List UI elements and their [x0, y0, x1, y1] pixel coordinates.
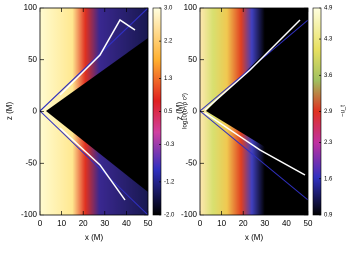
y-axis-title: z (M): [5, 102, 14, 121]
x-tick-label: 30: [100, 219, 109, 228]
colorbar-tick-label: 0.5: [164, 109, 173, 115]
x-tick-label: 30: [260, 219, 269, 228]
colorbar-tick-label: 2.9: [324, 109, 333, 115]
x-tick-label: 0: [198, 219, 203, 228]
x-tick-label: 50: [304, 219, 313, 228]
x-tick-label: 20: [79, 219, 88, 228]
x-tick-label: 10: [217, 219, 226, 228]
y-tick-label: -50: [185, 158, 197, 167]
colorbar-tick-label: 1.6: [324, 176, 333, 182]
panel-image: [39, 7, 309, 216]
y-tick-label: 50: [28, 55, 37, 64]
y-tick-label: -100: [181, 210, 198, 219]
colorbar-tick-label: 4.3: [324, 37, 333, 43]
y-axis-title: z (M): [175, 102, 184, 121]
colorbar-title: log10(b²/ρ c²): [183, 93, 189, 129]
colorbar-tick-label: -1.2: [164, 179, 175, 185]
y-tick-label: 100: [24, 3, 38, 12]
colorbar-tick-label: 3.0: [164, 6, 173, 12]
colorbar-tick-label: 1.3: [164, 76, 173, 82]
y-tick-label: -50: [25, 158, 37, 167]
x-tick-label: 0: [38, 219, 43, 228]
x-tick-label: 50: [144, 219, 153, 228]
y-tick-label: -100: [21, 210, 38, 219]
y-tick-label: 100: [184, 3, 198, 12]
colorbar-tick-label: -2.0: [164, 213, 175, 219]
colorbar-tick-label: 2.2: [164, 39, 173, 45]
y-tick-label: 50: [188, 55, 197, 64]
x-tick-label: 40: [282, 219, 291, 228]
colorbar-title: −u_t: [341, 105, 347, 117]
x-tick-label: 10: [57, 219, 66, 228]
colorbar-tick-label: 2.3: [324, 140, 333, 146]
x-axis-title: x (M): [245, 233, 264, 242]
x-axis-title: x (M): [85, 233, 104, 242]
colorbar-tick-label: 4.9: [324, 6, 333, 12]
y-tick-label: 0: [193, 107, 198, 116]
y-tick-label: 0: [33, 107, 38, 116]
colorbar-tick-label: 3.6: [324, 73, 333, 79]
x-tick-label: 20: [239, 219, 248, 228]
colorbar-tick-label: 0.9: [324, 213, 333, 219]
x-tick-label: 40: [122, 219, 131, 228]
colorbar-tick-label: -0.3: [164, 142, 175, 148]
